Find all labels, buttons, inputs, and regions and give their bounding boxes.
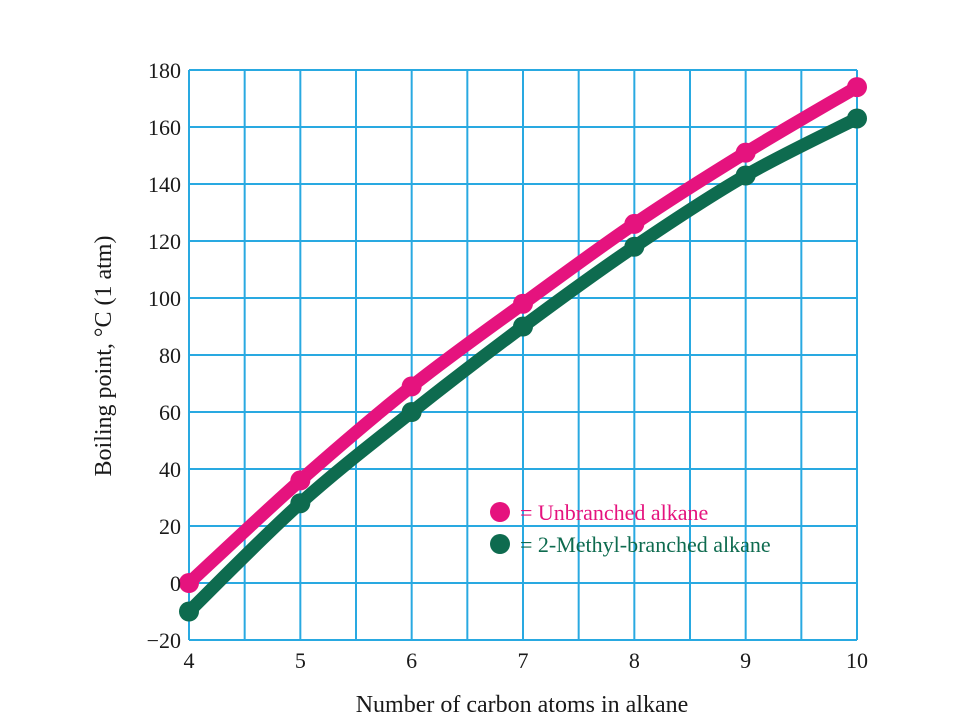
- y-tick-label: −20: [147, 628, 181, 653]
- legend: = Unbranched alkane = 2-Methyl-branched …: [490, 500, 771, 557]
- y-tick-label: 20: [159, 514, 181, 539]
- data-point-unbranched: [401, 376, 422, 397]
- y-tick-label: 120: [148, 229, 181, 254]
- y-tick-label: 140: [148, 172, 181, 197]
- tick-labels: 4 5 6 7 8 9 10 −20 0 20 40 60 80 100 120 140 160 180: [147, 58, 868, 673]
- legend-marker-unbranched: [490, 502, 510, 522]
- x-tick-label: 4: [184, 648, 195, 673]
- data-point-unbranched: [847, 77, 867, 98]
- data-point-branched: [735, 165, 756, 186]
- x-tick-label: 5: [295, 648, 306, 673]
- y-tick-label: 80: [159, 343, 181, 368]
- data-point-branched: [624, 236, 645, 257]
- x-tick-label: 7: [518, 648, 529, 673]
- series-layer: [179, 77, 867, 622]
- y-tick-label: 60: [159, 400, 181, 425]
- data-point-unbranched: [290, 470, 311, 491]
- x-axis-title: Number of carbon atoms in alkane: [356, 692, 689, 718]
- data-point-unbranched: [624, 213, 645, 234]
- y-tick-label: 40: [159, 457, 181, 482]
- x-tick-label: 9: [740, 648, 751, 673]
- y-axis-title: Boiling point, °C (1 atm): [91, 236, 117, 477]
- x-tick-label: 8: [629, 648, 640, 673]
- legend-label-branched: = 2-Methyl-branched alkane: [520, 532, 771, 557]
- data-point-unbranched: [513, 293, 533, 314]
- data-point-unbranched: [735, 142, 756, 163]
- y-tick-label: 0: [170, 571, 181, 596]
- x-tick-label: 10: [846, 648, 868, 673]
- legend-label-unbranched: = Unbranched alkane: [520, 500, 708, 525]
- y-tick-label: 100: [148, 286, 181, 311]
- data-point-branched: [179, 601, 199, 622]
- data-point-branched: [401, 402, 422, 422]
- y-tick-label: 180: [148, 58, 181, 83]
- x-tick-label: 6: [406, 648, 417, 673]
- y-tick-label: 160: [148, 115, 181, 140]
- data-point-unbranched: [179, 573, 199, 593]
- data-point-branched: [847, 108, 867, 129]
- legend-marker-branched: [490, 534, 510, 554]
- data-point-branched: [290, 493, 311, 514]
- data-point-branched: [513, 316, 533, 337]
